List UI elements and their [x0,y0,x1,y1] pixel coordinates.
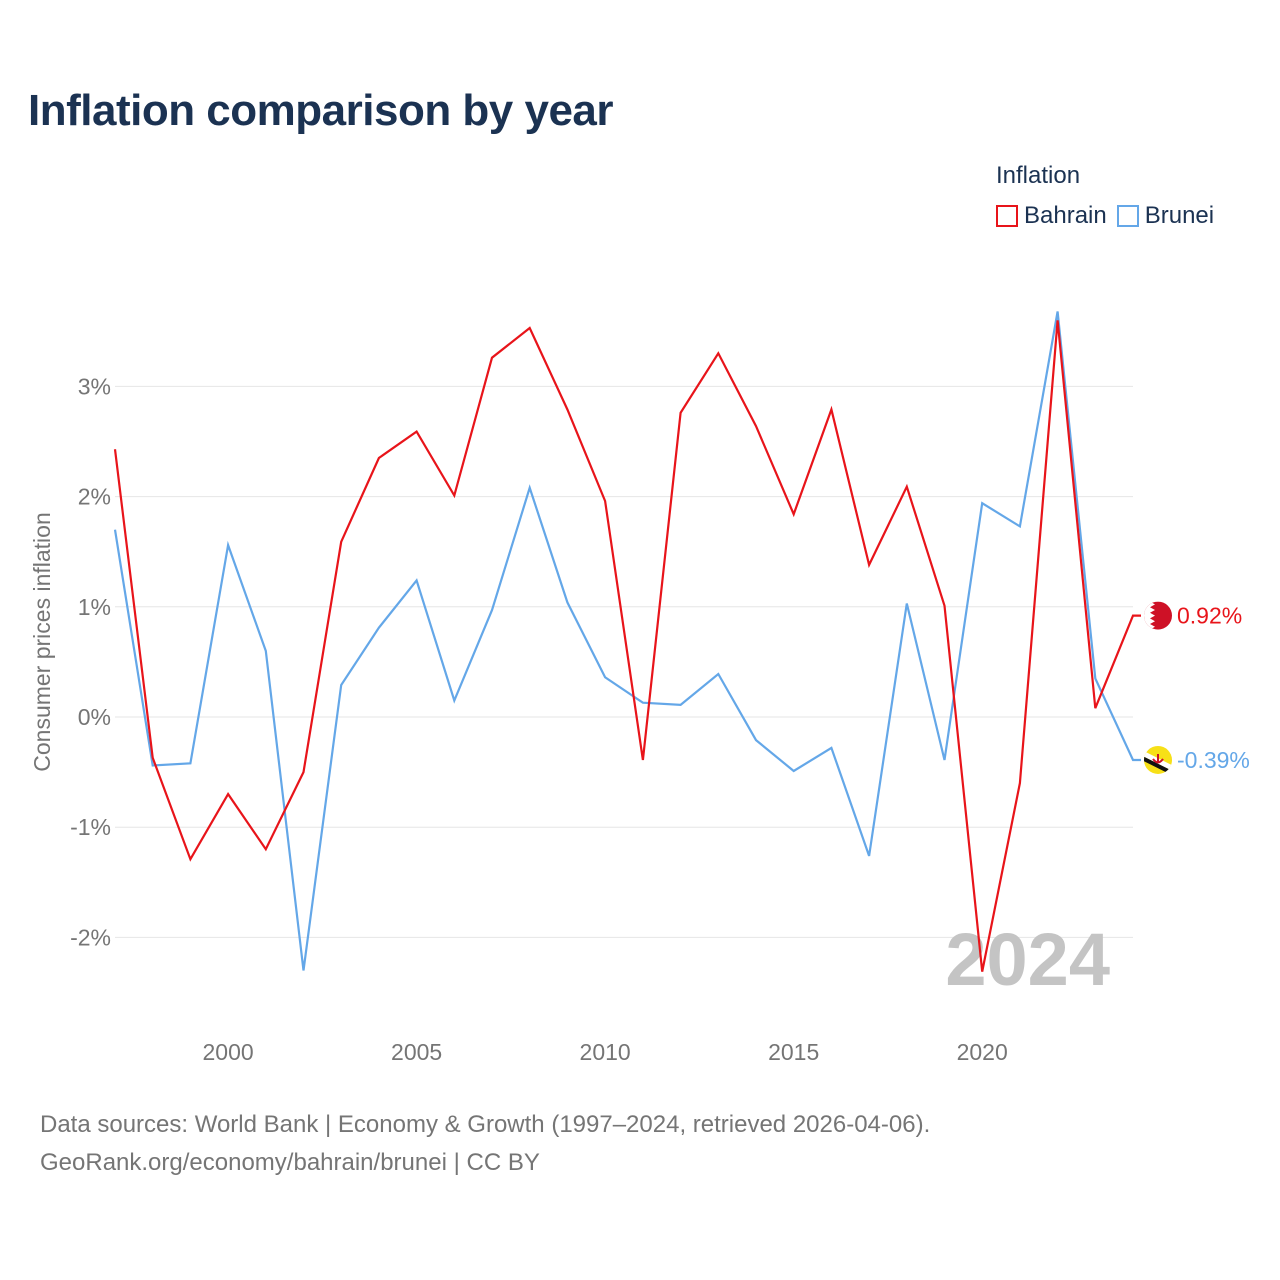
y-tick-label: 1% [78,594,111,620]
page-title: Inflation comparison by year [28,86,614,135]
x-tick-label: 2005 [391,1039,442,1065]
data-point-brunei[interactable] [301,967,307,973]
data-point-bahrain[interactable] [112,446,118,452]
data-point-bahrain[interactable] [527,325,533,331]
data-point-brunei[interactable] [1130,757,1136,763]
data-point-brunei[interactable] [791,768,797,774]
data-point-brunei[interactable] [979,500,985,506]
data-point-bahrain[interactable] [904,484,910,490]
source-text: Data sources: World Bank | Economy & Gro… [40,1111,931,1138]
data-point-bahrain[interactable] [489,355,495,361]
data-point-brunei[interactable] [866,853,872,859]
data-point-brunei[interactable] [263,648,269,654]
data-point-bahrain[interactable] [791,511,797,517]
y-tick-label: -2% [70,924,111,950]
data-point-bahrain[interactable] [1017,780,1023,786]
y-axis: -2% -1% 0% 1% 2% 3% [70,373,111,950]
data-point-brunei[interactable] [1055,308,1061,314]
data-point-bahrain[interactable] [338,539,344,545]
data-point-bahrain[interactable] [979,969,985,975]
legend: Inflation Bahrain Brunei [996,162,1214,230]
data-point-brunei[interactable] [715,671,721,677]
inflation-line-chart: -2% -1% 0% 1% 2% 3% 2000 2005 2010 2015 2020 2024… [29,308,1250,1065]
bahrain-flag-icon [1144,601,1172,630]
data-point-bahrain[interactable] [1055,317,1061,323]
data-point-bahrain[interactable] [715,350,721,356]
data-point-bahrain[interactable] [225,791,231,797]
data-point-bahrain[interactable] [828,407,834,413]
data-point-brunei[interactable] [187,760,193,766]
data-point-bahrain[interactable] [150,755,156,761]
x-axis: 2000 2005 2010 2015 2020 [203,1039,1008,1065]
data-point-brunei[interactable] [753,737,759,743]
data-point-bahrain[interactable] [376,455,382,461]
data-point-brunei[interactable] [1017,523,1023,529]
data-point-brunei[interactable] [338,682,344,688]
data-point-brunei[interactable] [225,542,231,548]
x-tick-label: 2020 [957,1039,1008,1065]
x-tick-label: 2010 [580,1039,631,1065]
data-point-brunei[interactable] [527,485,533,491]
data-point-brunei[interactable] [376,625,382,631]
data-point-brunei[interactable] [941,757,947,763]
legend-title: Inflation [996,162,1081,189]
data-point-bahrain[interactable] [602,498,608,504]
legend-swatch-brunei [1116,205,1139,227]
y-tick-label: -1% [70,814,111,840]
legend-swatch-bahrain [996,205,1018,227]
data-point-brunei[interactable] [640,700,646,706]
data-point-bahrain[interactable] [414,429,420,435]
legend-item-brunei[interactable]: Brunei [1116,202,1215,230]
data-point-brunei[interactable] [451,697,457,703]
y-tick-label: 2% [78,484,111,510]
data-point-bahrain[interactable] [301,769,307,775]
gridlines [115,385,1133,938]
data-point-bahrain[interactable] [866,562,872,568]
data-point-brunei[interactable] [489,607,495,613]
series-end-labels: 0.92% -0.39% [1144,601,1250,774]
legend-label-bahrain: Bahrain [1024,202,1107,229]
data-point-bahrain[interactable] [941,603,947,609]
data-point-brunei[interactable] [602,674,608,680]
data-point-brunei[interactable] [564,599,570,605]
data-point-brunei[interactable] [828,745,834,751]
data-point-bahrain[interactable] [678,410,684,416]
legend-label-brunei: Brunei [1144,202,1215,229]
legend-item-bahrain[interactable]: Bahrain [996,202,1107,230]
footer: Data sources: World Bank | Economy & Gro… [40,1106,930,1182]
credit-text[interactable]: GeoRank.org/economy/bahrain/brunei | CC … [40,1149,540,1176]
y-axis-label: Consumer prices inflation [29,512,55,772]
data-point-bahrain[interactable] [451,492,457,498]
data-point-bahrain[interactable] [564,407,570,413]
year-watermark: 2024 [945,918,1110,1001]
data-point-bahrain[interactable] [1092,705,1098,711]
data-point-brunei[interactable] [678,702,684,708]
brunei-flag-icon [1144,745,1172,774]
y-tick-label: 0% [78,704,111,730]
y-tick-label: 3% [78,373,111,399]
data-point-bahrain[interactable] [263,846,269,852]
end-value-label-bahrain: 0.92% [1177,603,1242,629]
data-point-bahrain[interactable] [753,423,759,429]
x-tick-label: 2015 [768,1039,819,1065]
end-value-label-brunei: -0.39% [1177,747,1250,773]
data-point-brunei[interactable] [904,600,910,606]
x-tick-label: 2000 [203,1039,254,1065]
data-point-brunei[interactable] [112,527,118,533]
data-point-brunei[interactable] [414,577,420,583]
series-line-bahrain[interactable] [113,320,1141,972]
series-lines [112,308,1141,975]
data-point-bahrain[interactable] [1130,613,1136,619]
data-point-bahrain[interactable] [187,856,193,862]
data-point-bahrain[interactable] [640,757,646,763]
series-line-brunei[interactable] [113,311,1141,971]
